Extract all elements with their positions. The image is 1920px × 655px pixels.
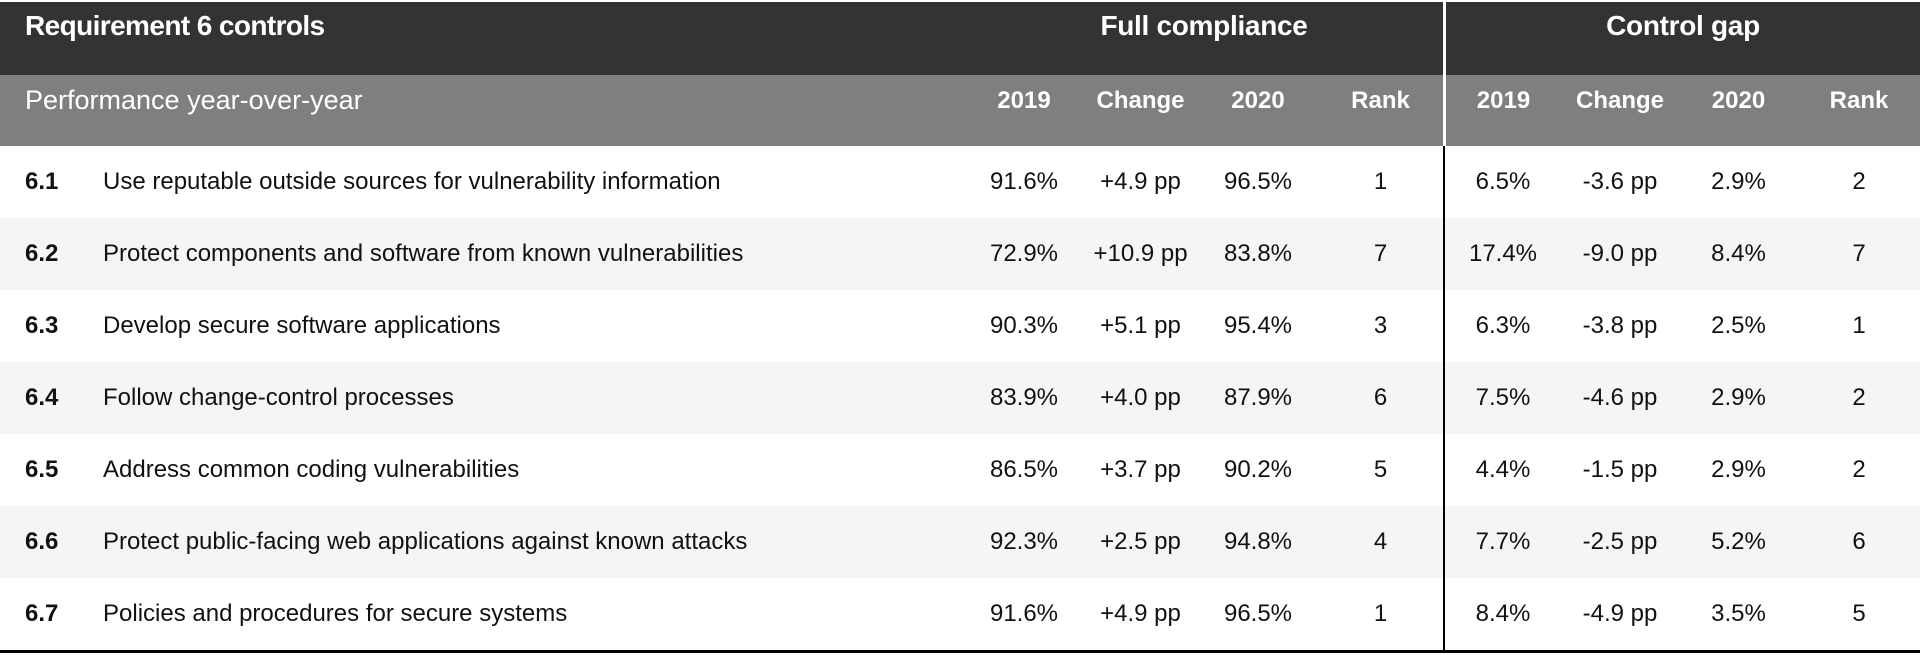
table-row: 6.6 Protect public-facing web applicatio…: [0, 506, 1920, 578]
control-number: 6.2: [25, 240, 59, 267]
fc-rank-value: 1: [1373, 168, 1388, 195]
fc-change-value: +2.5 pp: [1100, 528, 1181, 555]
table-row: 6.4 Follow change-control processes 83.9…: [0, 362, 1920, 434]
cg-change-value: -3.6 pp: [1582, 168, 1658, 195]
col-header-cg-change: Change: [1575, 87, 1664, 114]
control-number: 6.7: [25, 600, 59, 627]
control-description: Protect public-facing web applications a…: [103, 528, 748, 555]
cg-2019-value: 6.5%: [1443, 146, 1561, 218]
control-number: 6.6: [25, 528, 59, 555]
control-description: Develop secure software applications: [103, 312, 501, 339]
cg-change-value: -3.8 pp: [1582, 312, 1658, 339]
table-row: 6.2 Protect components and software from…: [0, 218, 1920, 290]
control-number: 6.3: [25, 312, 59, 339]
table-header-band: Requirement 6 controls Full compliance C…: [0, 2, 1920, 75]
cg-rank-value: 1: [1852, 312, 1866, 339]
cg-change-value: -1.5 pp: [1582, 456, 1658, 483]
fc-2020-value: 87.9%: [1223, 384, 1293, 411]
cg-rank-value: 7: [1852, 240, 1866, 267]
cg-rank-value: 2: [1852, 168, 1866, 195]
fc-2020-value: 94.8%: [1223, 528, 1293, 555]
col-header-cg-2020: 2020: [1711, 87, 1766, 114]
cg-change-value: -2.5 pp: [1582, 528, 1658, 555]
col-header-cg-2019: 2019: [1443, 75, 1561, 146]
cg-2020-value: 5.2%: [1711, 528, 1766, 555]
table-row: 6.3 Develop secure software applications…: [0, 290, 1920, 362]
fc-rank-value: 4: [1373, 528, 1388, 555]
cg-2019-value: 6.3%: [1443, 290, 1561, 362]
cg-rank-value: 2: [1852, 384, 1866, 411]
col-header-fc-2020: 2020: [1231, 87, 1285, 114]
fc-2020-value: 96.5%: [1223, 168, 1293, 195]
control-description: Address common coding vulnerabilities: [103, 456, 520, 483]
cg-2020-value: 2.9%: [1711, 384, 1766, 411]
table-subtitle: Performance year-over-year: [25, 85, 363, 115]
control-description: Policies and procedures for secure syste…: [103, 600, 568, 627]
col-header-cg-rank: Rank: [1829, 87, 1889, 114]
cg-2020-value: 2.9%: [1711, 456, 1766, 483]
cg-change-value: -4.6 pp: [1582, 384, 1658, 411]
table-row: 6.1 Use reputable outside sources for vu…: [0, 146, 1920, 218]
column-header-band: Performance year-over-year 2019 Change 2…: [0, 75, 1920, 146]
table-row: 6.5 Address common coding vulnerabilitie…: [0, 434, 1920, 506]
fc-rank-value: 6: [1373, 384, 1388, 411]
fc-rank-value: 7: [1373, 240, 1388, 267]
cg-2019-value: 7.7%: [1443, 506, 1561, 578]
cg-change-value: -9.0 pp: [1582, 240, 1658, 267]
cg-rank-value: 2: [1852, 456, 1866, 483]
fc-2019-value: 92.3%: [989, 528, 1059, 555]
table-row: 6.7 Policies and procedures for secure s…: [0, 578, 1920, 650]
fc-2019-value: 91.6%: [989, 600, 1059, 627]
cg-2019-value: 17.4%: [1443, 218, 1561, 290]
cg-rank-value: 6: [1852, 528, 1866, 555]
control-number: 6.1: [25, 168, 59, 195]
cg-rank-value: 5: [1852, 600, 1866, 627]
cg-2020-value: 2.9%: [1711, 168, 1766, 195]
fc-2020-value: 90.2%: [1223, 456, 1293, 483]
fc-2019-value: 72.9%: [989, 240, 1059, 267]
fc-change-value: +4.9 pp: [1100, 168, 1181, 195]
group-header-full-compliance: Full compliance: [1100, 10, 1308, 41]
control-description: Protect components and software from kno…: [103, 240, 744, 267]
col-header-fc-rank: Rank: [1351, 87, 1410, 114]
control-description: Use reputable outside sources for vulner…: [103, 168, 721, 195]
cg-2020-value: 2.5%: [1711, 312, 1766, 339]
fc-2019-value: 86.5%: [989, 456, 1059, 483]
cg-2020-value: 8.4%: [1711, 240, 1766, 267]
cg-change-value: -4.9 pp: [1582, 600, 1658, 627]
fc-rank-value: 1: [1373, 600, 1388, 627]
fc-2019-value: 83.9%: [989, 384, 1059, 411]
control-number: 6.5: [25, 456, 59, 483]
control-description: Follow change-control processes: [103, 384, 454, 411]
cg-2020-value: 3.5%: [1711, 600, 1766, 627]
group-header-control-gap: Control gap: [1443, 2, 1920, 75]
fc-change-value: +3.7 pp: [1100, 456, 1181, 483]
table-title: Requirement 6 controls: [25, 10, 325, 41]
fc-rank-value: 5: [1373, 456, 1388, 483]
fc-change-value: +10.9 pp: [1093, 240, 1188, 267]
fc-2020-value: 95.4%: [1223, 312, 1293, 339]
cg-2019-value: 8.4%: [1443, 578, 1561, 650]
col-header-fc-2019: 2019: [997, 87, 1051, 114]
col-header-fc-change: Change: [1096, 87, 1185, 114]
cg-2019-value: 4.4%: [1443, 434, 1561, 506]
fc-change-value: +4.0 pp: [1100, 384, 1181, 411]
fc-2019-value: 91.6%: [989, 168, 1059, 195]
fc-2020-value: 83.8%: [1223, 240, 1293, 267]
cg-2019-value: 7.5%: [1443, 362, 1561, 434]
fc-change-value: +4.9 pp: [1100, 600, 1181, 627]
control-number: 6.4: [25, 384, 59, 411]
fc-2020-value: 96.5%: [1223, 600, 1293, 627]
fc-rank-value: 3: [1373, 312, 1388, 339]
fc-change-value: +5.1 pp: [1100, 312, 1181, 339]
fc-2019-value: 90.3%: [989, 312, 1059, 339]
